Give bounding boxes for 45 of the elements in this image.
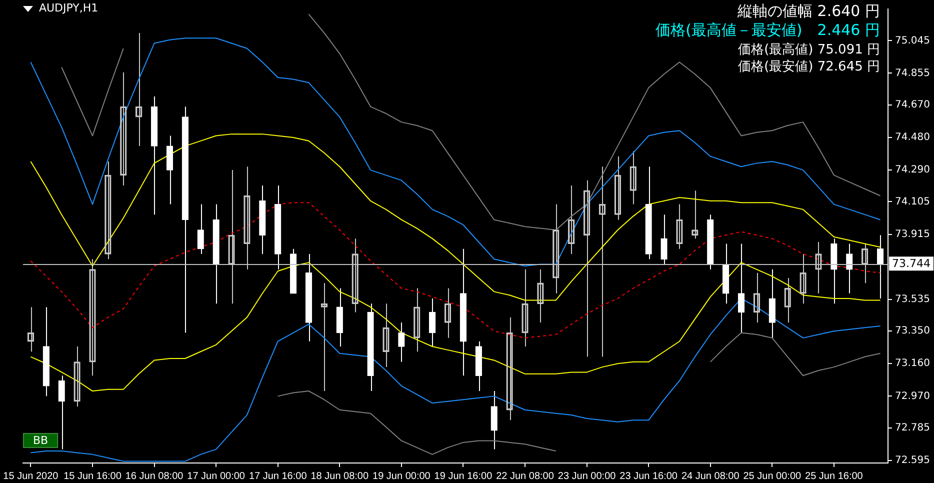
candlestick	[166, 135, 174, 205]
y-tick-label: 72.970	[895, 390, 930, 402]
x-tick-label: 15 Jun 2020	[3, 470, 59, 482]
chart-title: AUDJPY,H1	[38, 1, 98, 14]
y-tick-label: 74.290	[895, 164, 930, 176]
x-tick-label: 19 Jun 16:00	[434, 470, 493, 482]
x-tick-label: 22 Jun 08:00	[496, 470, 554, 482]
annotation: 価格(最安値) 72.645 円	[738, 58, 880, 74]
candlestick	[398, 322, 405, 362]
annotation: 価格(最高値－最安値) 2.446 円	[656, 20, 880, 39]
x-tick-label: 19 Jun 00:00	[372, 470, 431, 482]
y-tick-label: 74.105	[895, 196, 930, 208]
x-tick-label: 24 Jun 08:00	[681, 470, 740, 482]
candlestick	[197, 204, 204, 254]
y-tick-label: 74.670	[895, 100, 930, 111]
candlestick	[768, 268, 776, 338]
x-tick-label: 18 Jun 08:00	[310, 470, 369, 482]
y-tick-label: 74.855	[895, 68, 930, 79]
y-tick-label: 73.160	[895, 358, 930, 370]
candlestick	[876, 234, 884, 300]
annotation: BB	[32, 434, 48, 447]
candlestick	[428, 298, 436, 347]
candlestick	[660, 214, 668, 265]
ref-line-label: 73.744	[892, 256, 930, 270]
line-series	[30, 202, 881, 338]
candlestick	[738, 243, 745, 334]
y-tick-label: 72.785	[895, 422, 930, 434]
annotation: 価格(最高値) 75.091 円	[738, 41, 880, 58]
y-tick-label: 72.595	[895, 455, 930, 466]
candlestick	[490, 390, 498, 450]
y-tick-label: 73.535	[895, 294, 930, 305]
x-tick-label: 25 Jun 16:00	[805, 470, 864, 482]
y-tick-label: 75.045	[895, 35, 930, 46]
y-tick-label: 73.915	[895, 228, 930, 240]
candlestick	[58, 375, 65, 450]
x-tick-label: 17 Jun 16:00	[248, 470, 308, 482]
x-tick-label: 25 Jun 00:00	[743, 470, 802, 482]
x-tick-label: 23 Jun 00:00	[558, 470, 616, 482]
y-tick-label: 74.480	[895, 132, 930, 144]
x-tick-label: 23 Jun 16:00	[620, 470, 678, 482]
x-tick-label: 17 Jun 00:00	[187, 470, 246, 482]
x-tick-label: 15 Jun 16:00	[64, 470, 122, 482]
x-tick-label: 16 Jun 08:00	[125, 470, 184, 482]
y-tick-label: 73.350	[895, 326, 930, 337]
annotation: 縦軸の値幅 2.640 円	[736, 2, 880, 20]
